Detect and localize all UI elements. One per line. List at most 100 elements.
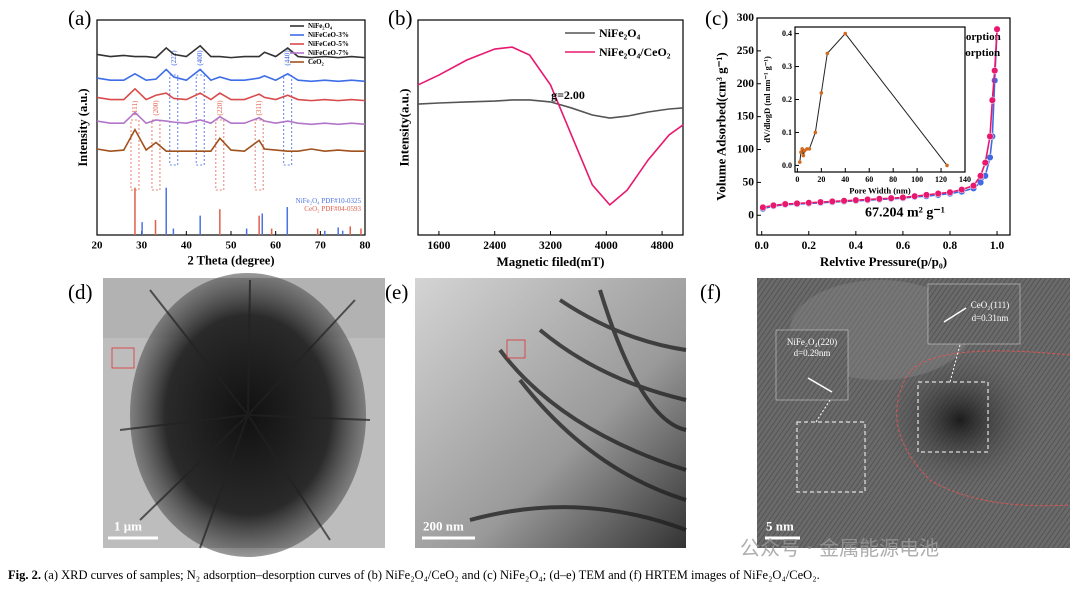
- series-line: [417, 99, 684, 119]
- series-marker: [981, 159, 989, 167]
- tem-image-e: 200 nm (e): [385, 278, 687, 548]
- peak-box: [169, 74, 179, 166]
- x-tick-label: 80: [360, 239, 372, 251]
- legend-label: NiFeCeO-5%: [308, 40, 349, 48]
- hrtem-image-f: NiFe₂O₄(220) d=0.29nm CeO₂(111) d=0.31nm…: [700, 278, 1071, 548]
- x-tick-label: 100: [911, 175, 923, 184]
- series-marker: [813, 130, 818, 135]
- series-marker: [875, 195, 883, 203]
- scale-bar-label: 200 nm: [423, 519, 464, 534]
- series-marker: [799, 150, 803, 155]
- plot-frame: [794, 26, 966, 173]
- legend-label: CeO₂: [308, 58, 324, 66]
- x-tick-label: 0.8: [943, 240, 958, 252]
- x-tick-label: 0.2: [802, 240, 817, 252]
- panel-label: (c): [705, 6, 728, 30]
- peak-label: (311): [255, 100, 263, 116]
- series-marker: [899, 193, 907, 202]
- series-marker: [759, 203, 767, 211]
- series-line: [96, 111, 366, 126]
- y-tick-label: 0.0: [782, 161, 792, 170]
- series-marker: [793, 199, 801, 207]
- series-marker: [816, 198, 825, 206]
- series-marker: [977, 172, 985, 180]
- annotation: 67.204 m² g⁻¹: [865, 206, 945, 221]
- scale-bar-label: 1 μm: [114, 519, 142, 534]
- series-marker: [864, 195, 872, 204]
- series-marker: [991, 67, 999, 75]
- legend-label: NiFe₂O₄/CeO₂: [599, 45, 671, 59]
- series-marker: [852, 196, 860, 204]
- x-tick-label: 1600: [427, 240, 450, 252]
- series-line: [96, 87, 366, 102]
- series-marker: [807, 147, 812, 151]
- caption-lead: Fig. 2.: [8, 568, 41, 582]
- series-line: [96, 68, 366, 83]
- series-marker: [801, 153, 806, 158]
- series-marker: [911, 192, 919, 200]
- x-tick-label: 0.4: [849, 240, 864, 252]
- annotation: g=2.00: [551, 88, 585, 102]
- x-tick-label: 60: [270, 239, 282, 251]
- y-tick-label: 150: [737, 111, 755, 123]
- series-marker: [887, 194, 895, 202]
- peak-label: (222): [170, 50, 178, 66]
- peak-label: (220): [216, 100, 224, 116]
- peak-box: [254, 119, 264, 191]
- series-marker: [993, 25, 1001, 33]
- series-marker: [805, 199, 813, 207]
- legend-label: NiFeCeO-7%: [308, 49, 349, 57]
- y-axis-label: Intensity (a.u.): [76, 88, 90, 166]
- y-axis-label: Intensity(a.u.): [397, 88, 412, 166]
- y-tick-label: 0: [748, 209, 754, 221]
- y-tick-label: 300: [737, 12, 755, 24]
- peak-box: [130, 119, 140, 191]
- y-tick-label: 50: [743, 176, 755, 188]
- series-marker: [769, 201, 778, 209]
- series-marker: [934, 190, 942, 198]
- x-tick-label: 120: [935, 175, 947, 184]
- watermark: 公众号 · 金属能源电池: [740, 536, 939, 560]
- y-tick-label: 200: [737, 78, 755, 90]
- peak-box: [215, 119, 225, 191]
- y-axis-label: dV/dlogD (ml nm⁻¹ g⁻¹): [762, 56, 772, 143]
- peak-label: (111): [131, 100, 139, 115]
- series-line: [417, 46, 684, 207]
- series-marker: [922, 191, 931, 199]
- x-tick-label: 80: [889, 175, 897, 184]
- caption: Fig. 2. (a) XRD curves of samples; N₂ ad…: [8, 568, 820, 582]
- peak-label: (440): [284, 50, 292, 66]
- scale-bar-label: 5 nm: [766, 519, 794, 534]
- x-tick-label: 20: [92, 239, 104, 251]
- lattice-spacing: d=0.31nm: [972, 313, 1009, 323]
- x-tick-label: 70: [315, 239, 327, 251]
- x-axis-label: Pore Width (nm): [849, 185, 911, 195]
- series-marker: [988, 96, 996, 104]
- y-axis-label: Volume Adsorbed(cm³ g⁻¹): [714, 52, 729, 201]
- series-marker: [819, 91, 824, 95]
- series-marker: [958, 186, 966, 194]
- x-axis-label: 2 Theta (degree): [187, 253, 274, 267]
- x-tick-label: 50: [226, 239, 238, 251]
- series-marker: [828, 197, 836, 206]
- panel-label: (f): [700, 280, 721, 304]
- peak-box: [283, 74, 293, 166]
- peak-label: (200): [152, 100, 160, 116]
- legend-label: NiFeCeO-3%: [308, 31, 349, 39]
- series-marker: [781, 200, 789, 208]
- lattice-spacing: d=0.29nm: [794, 348, 831, 358]
- x-tick-label: 40: [181, 239, 193, 251]
- y-tick-label: 0.4: [782, 29, 792, 38]
- y-tick-label: 250: [737, 45, 755, 57]
- y-tick-label: 0.3: [782, 62, 792, 71]
- series-marker: [969, 182, 978, 190]
- x-tick-label: 2400: [483, 240, 506, 252]
- peak-box: [195, 74, 205, 166]
- panel-label: (d): [68, 280, 93, 304]
- series-marker: [797, 160, 802, 164]
- panel-label: (e): [385, 280, 408, 304]
- reference-label: CeO₂ PDF#04-0593: [304, 205, 361, 213]
- panel-label: (a): [68, 6, 91, 30]
- x-tick-label: 0.0: [755, 240, 770, 252]
- lattice-label: NiFe₂O₄(220): [787, 337, 837, 347]
